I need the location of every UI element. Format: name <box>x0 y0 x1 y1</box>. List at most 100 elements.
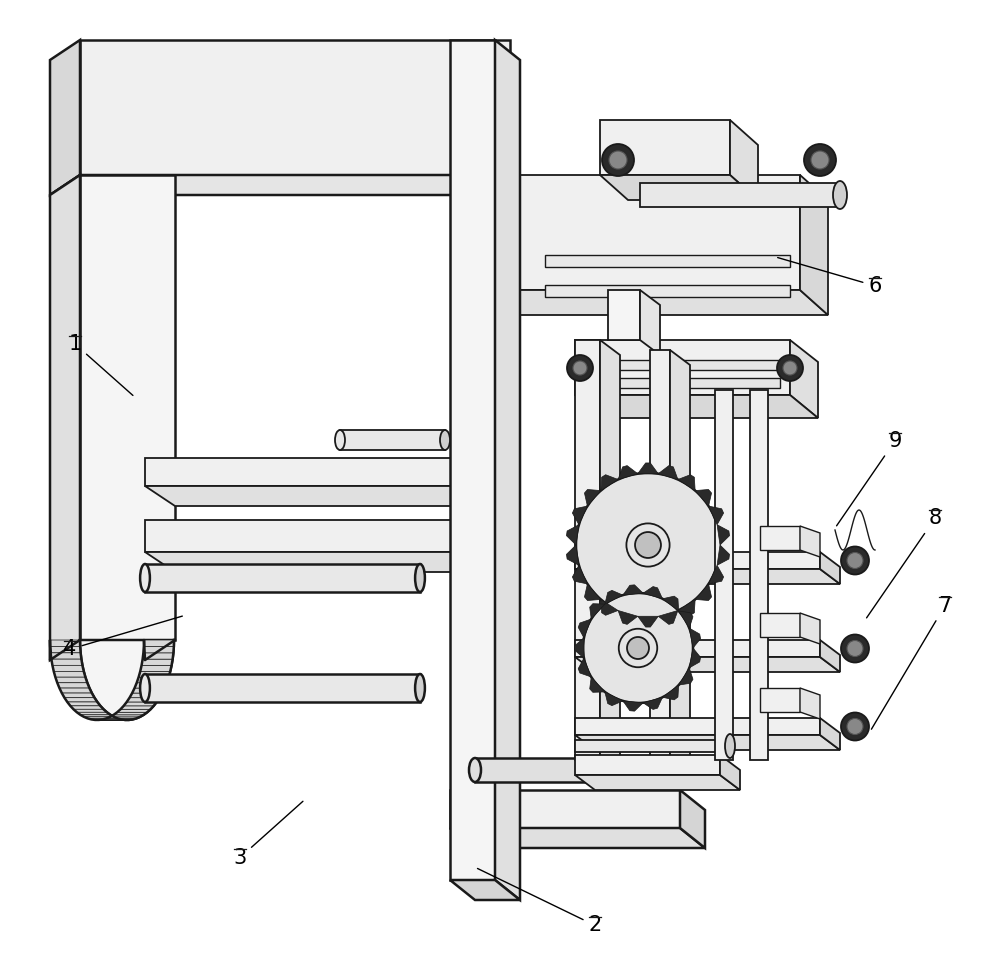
Polygon shape <box>130 693 162 698</box>
Polygon shape <box>578 619 591 638</box>
Polygon shape <box>717 545 730 565</box>
Polygon shape <box>590 677 605 692</box>
Polygon shape <box>575 718 820 735</box>
Polygon shape <box>145 520 480 552</box>
Polygon shape <box>137 677 169 683</box>
Ellipse shape <box>725 734 735 758</box>
Polygon shape <box>145 458 480 486</box>
Polygon shape <box>84 717 118 718</box>
Circle shape <box>635 532 661 558</box>
Polygon shape <box>144 640 174 646</box>
Polygon shape <box>600 340 620 775</box>
Circle shape <box>847 718 863 735</box>
Polygon shape <box>450 40 495 880</box>
Polygon shape <box>475 758 700 782</box>
Polygon shape <box>640 290 660 355</box>
Circle shape <box>573 361 587 375</box>
Polygon shape <box>623 701 643 711</box>
Polygon shape <box>572 565 587 584</box>
Polygon shape <box>52 666 84 672</box>
Polygon shape <box>623 585 643 595</box>
Polygon shape <box>450 790 680 828</box>
Polygon shape <box>670 350 690 775</box>
Polygon shape <box>575 340 600 760</box>
Polygon shape <box>145 564 420 592</box>
Polygon shape <box>750 390 768 760</box>
Text: 8: 8 <box>867 509 942 618</box>
Polygon shape <box>643 698 663 709</box>
Polygon shape <box>64 698 97 702</box>
Ellipse shape <box>140 674 150 702</box>
Polygon shape <box>575 775 740 790</box>
Polygon shape <box>73 709 107 712</box>
Ellipse shape <box>694 758 706 782</box>
Circle shape <box>583 593 693 703</box>
Circle shape <box>804 144 836 176</box>
Circle shape <box>783 361 797 375</box>
Polygon shape <box>601 600 618 615</box>
Polygon shape <box>54 672 85 677</box>
Polygon shape <box>340 430 445 450</box>
Polygon shape <box>715 390 733 760</box>
Polygon shape <box>584 584 601 601</box>
Polygon shape <box>566 545 579 565</box>
Text: 4: 4 <box>63 616 182 659</box>
Text: 6: 6 <box>778 258 882 296</box>
Polygon shape <box>450 828 705 848</box>
Polygon shape <box>689 628 701 648</box>
Circle shape <box>609 151 627 169</box>
Polygon shape <box>480 175 800 290</box>
Ellipse shape <box>440 430 450 450</box>
Polygon shape <box>800 613 820 644</box>
Polygon shape <box>800 175 828 315</box>
Polygon shape <box>114 712 147 715</box>
Polygon shape <box>575 552 820 569</box>
Polygon shape <box>800 526 820 557</box>
Text: 3: 3 <box>233 801 303 867</box>
Polygon shape <box>720 755 740 790</box>
Polygon shape <box>820 552 840 584</box>
Polygon shape <box>55 677 87 683</box>
Polygon shape <box>650 350 670 760</box>
Polygon shape <box>760 688 800 712</box>
Polygon shape <box>618 466 638 480</box>
Polygon shape <box>62 693 94 698</box>
Polygon shape <box>717 525 730 545</box>
Circle shape <box>811 151 829 169</box>
Polygon shape <box>638 616 658 627</box>
Polygon shape <box>605 590 623 604</box>
Polygon shape <box>679 610 693 628</box>
Polygon shape <box>80 40 510 175</box>
Polygon shape <box>605 692 623 705</box>
Polygon shape <box>820 640 840 672</box>
Circle shape <box>847 641 863 657</box>
Circle shape <box>567 355 593 381</box>
Polygon shape <box>658 466 678 480</box>
Polygon shape <box>709 506 724 525</box>
Polygon shape <box>572 506 587 525</box>
Text: 1: 1 <box>68 334 133 395</box>
Polygon shape <box>575 640 820 657</box>
Polygon shape <box>145 552 510 572</box>
Polygon shape <box>600 175 758 200</box>
Polygon shape <box>678 475 695 490</box>
Text: 9: 9 <box>837 431 902 526</box>
Polygon shape <box>600 378 780 388</box>
Polygon shape <box>124 702 157 705</box>
Polygon shape <box>608 290 640 340</box>
Polygon shape <box>59 688 92 693</box>
Polygon shape <box>88 718 121 719</box>
Polygon shape <box>600 120 730 175</box>
Polygon shape <box>143 653 173 659</box>
Polygon shape <box>80 175 175 640</box>
Polygon shape <box>618 610 638 624</box>
Circle shape <box>627 637 649 659</box>
Circle shape <box>841 712 869 740</box>
Polygon shape <box>730 120 758 200</box>
Polygon shape <box>70 705 104 709</box>
Polygon shape <box>480 520 510 572</box>
Polygon shape <box>658 610 678 624</box>
Text: 2: 2 <box>477 868 602 935</box>
Polygon shape <box>709 565 724 584</box>
Polygon shape <box>689 648 701 668</box>
